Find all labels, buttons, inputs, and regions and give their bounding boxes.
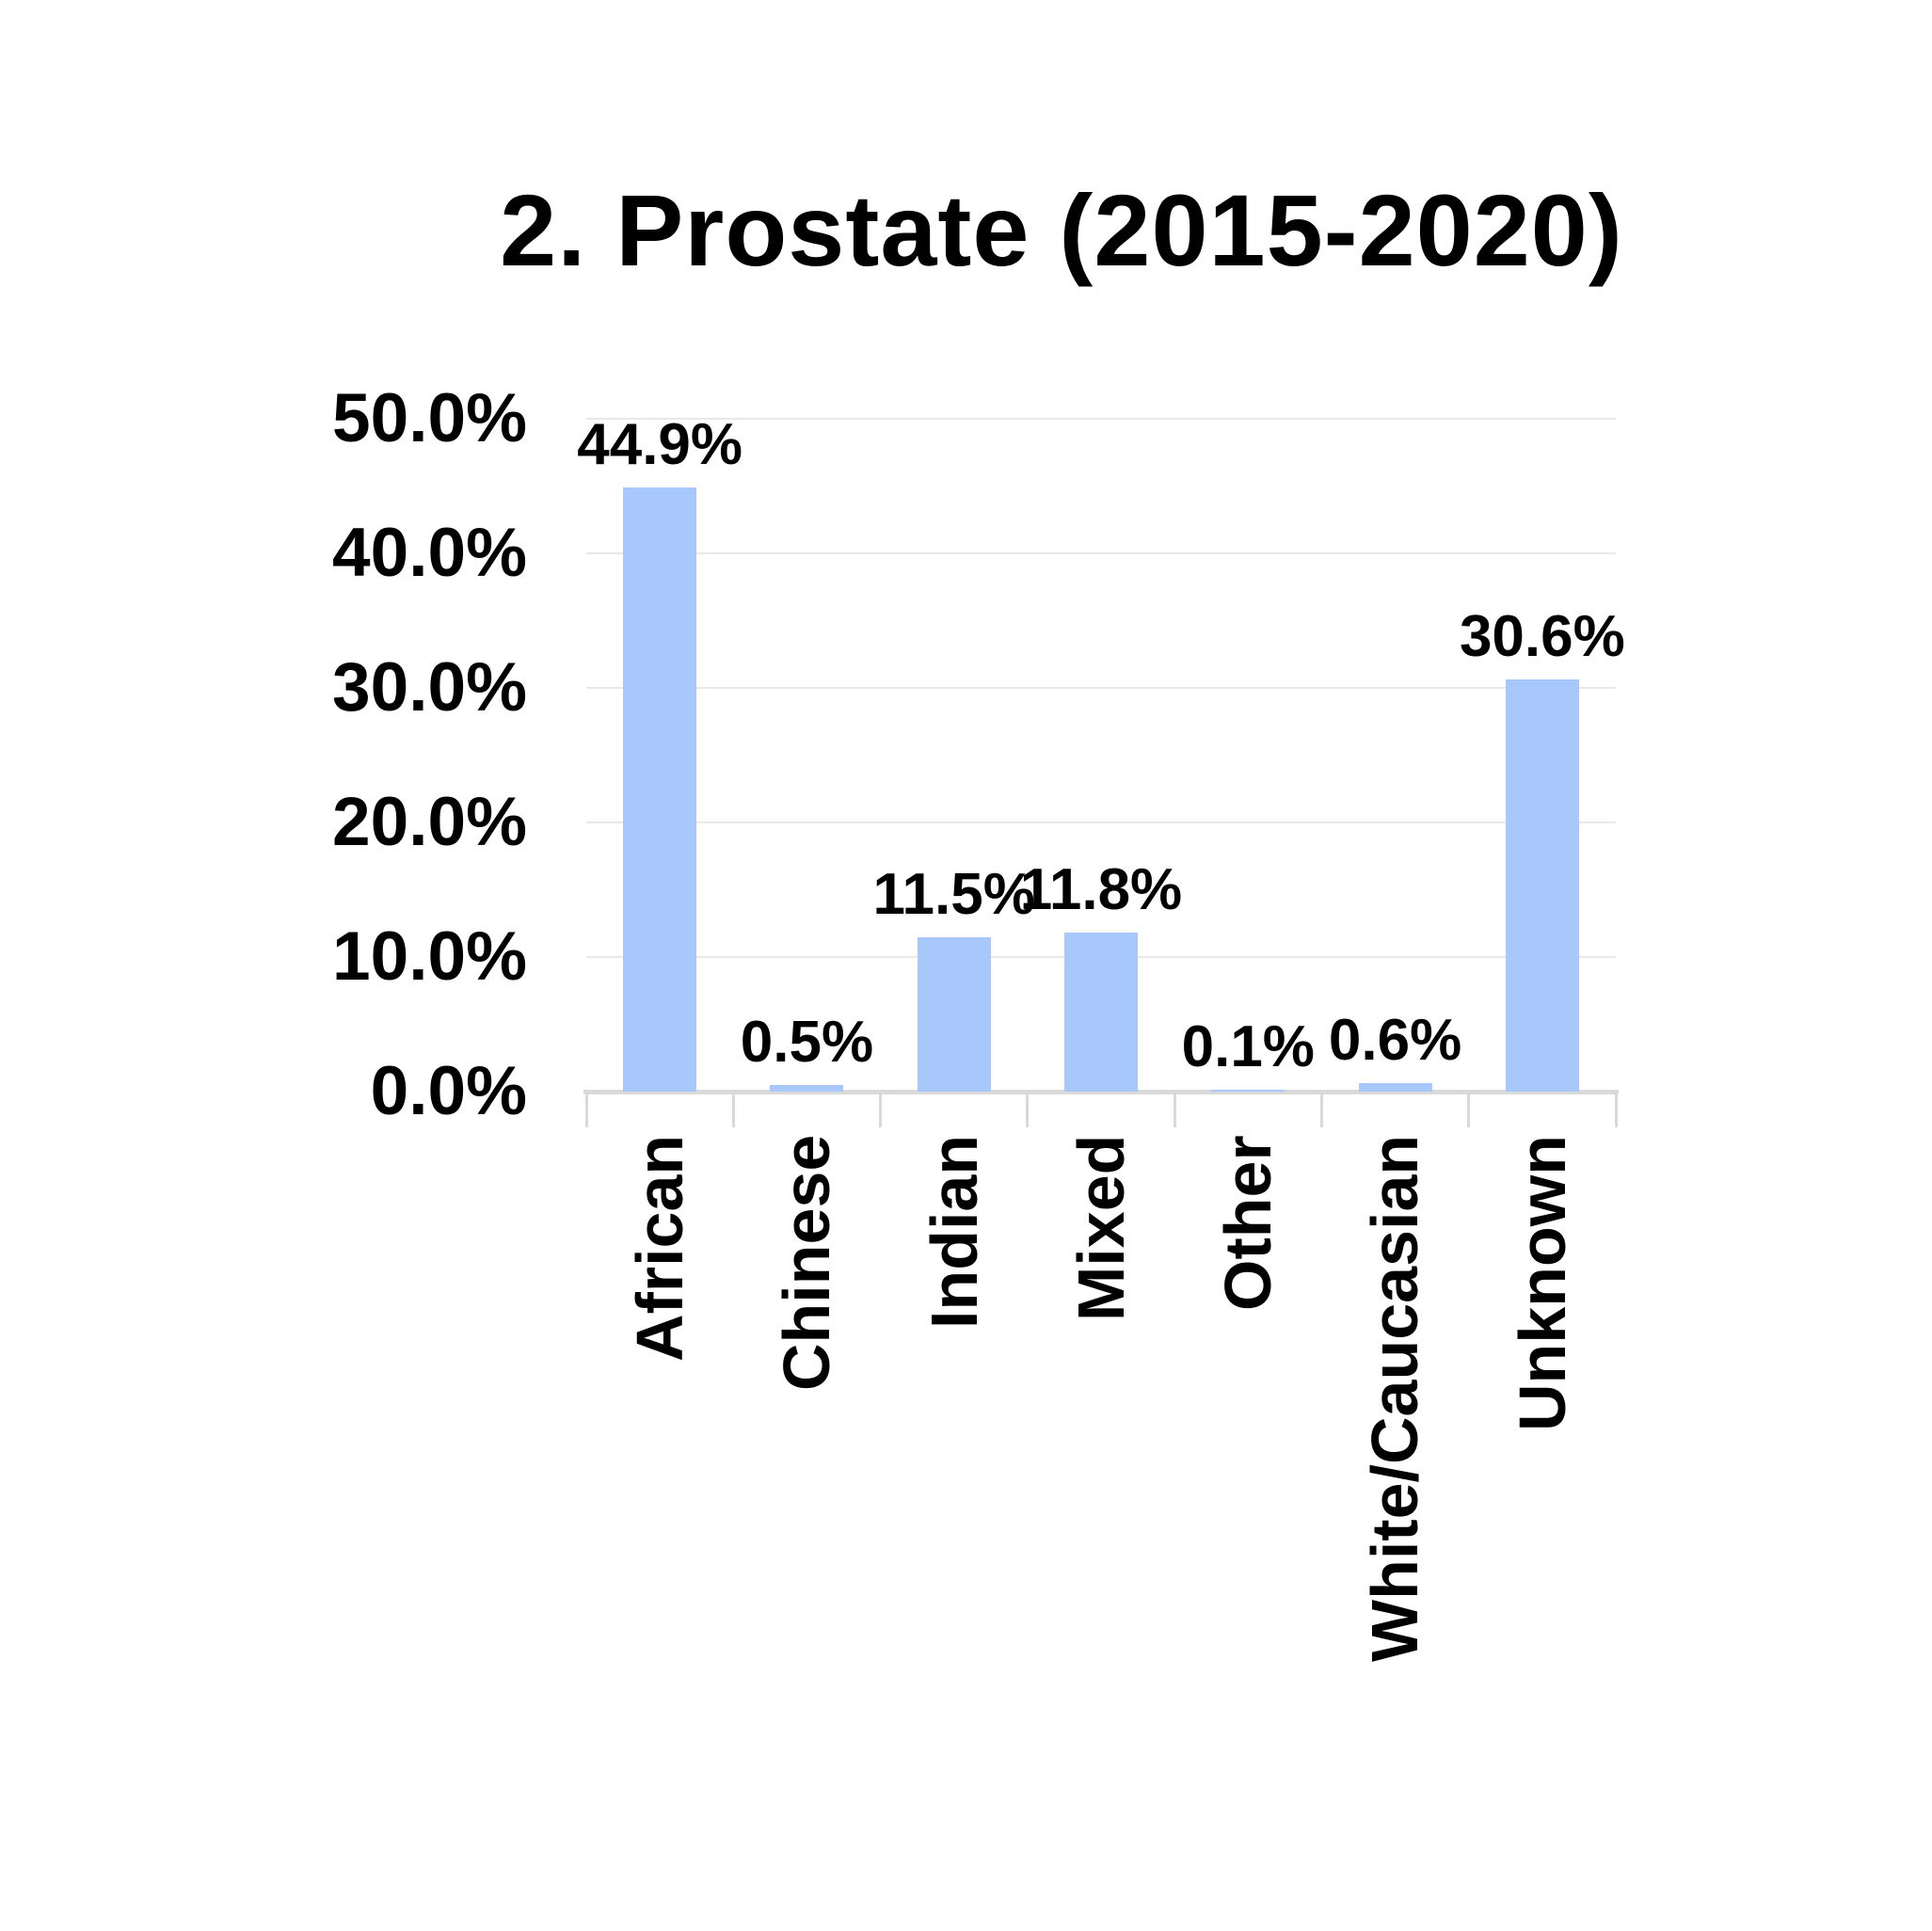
- x-tick-label: Mixed: [1063, 1135, 1138, 1322]
- x-tick-label: Other: [1211, 1135, 1285, 1311]
- chart-title-text: 2. Prostate (2015-2020): [500, 173, 1623, 287]
- y-tick-label: 0.0%: [370, 1053, 527, 1129]
- gridline: [586, 687, 1616, 689]
- y-tick-label: 30.0%: [332, 649, 527, 726]
- bar-value-label: 0.1%: [1181, 1014, 1315, 1079]
- x-tick-separator: [1467, 1090, 1471, 1127]
- bar: [1505, 679, 1579, 1092]
- x-axis-labels: African Chinese Indian Mixed Other White/Cauc…: [586, 1135, 1616, 1878]
- bar-value-label: 44.9%: [577, 412, 743, 477]
- bar-value-label: 30.6%: [1459, 604, 1625, 669]
- gridline: [586, 418, 1616, 420]
- x-tick-separator: [731, 1090, 735, 1127]
- y-tick-label: 20.0%: [332, 784, 527, 860]
- x-tick-separator: [879, 1090, 883, 1127]
- bar: [917, 937, 991, 1092]
- x-tick-label: Unknown: [1505, 1135, 1579, 1431]
- x-tick-separator: [584, 1090, 588, 1127]
- x-tick-separator: [1173, 1090, 1176, 1127]
- bar-value-label: 11.5%: [872, 862, 1035, 927]
- gridline: [586, 822, 1616, 823]
- bar-value-label: 0.5%: [740, 1010, 874, 1075]
- x-tick-separator: [1614, 1090, 1618, 1127]
- x-tick-separator: [1319, 1090, 1323, 1127]
- y-tick-label: 10.0%: [332, 918, 527, 995]
- x-tick-label: Chinese: [770, 1135, 844, 1392]
- x-tick-separator: [1026, 1090, 1030, 1127]
- bar-value-label: 11.8%: [1019, 857, 1183, 922]
- y-tick-label: 50.0%: [332, 380, 527, 456]
- x-tick-label: African: [623, 1135, 697, 1363]
- x-tick-label: Indian: [917, 1135, 991, 1330]
- bar: [1064, 933, 1138, 1092]
- bar-value-label: 0.6%: [1328, 1008, 1462, 1073]
- chart-title: 2. Prostate (2015-2020): [191, 173, 1932, 307]
- gridline: [586, 552, 1616, 554]
- bar: [1358, 1083, 1432, 1092]
- bar: [1211, 1090, 1285, 1092]
- x-axis-line: [583, 1090, 1619, 1094]
- y-tick-label: 40.0%: [332, 515, 527, 591]
- x-tick-label: White/Caucasian: [1358, 1135, 1432, 1663]
- bar: [770, 1085, 844, 1092]
- bar: [623, 487, 697, 1092]
